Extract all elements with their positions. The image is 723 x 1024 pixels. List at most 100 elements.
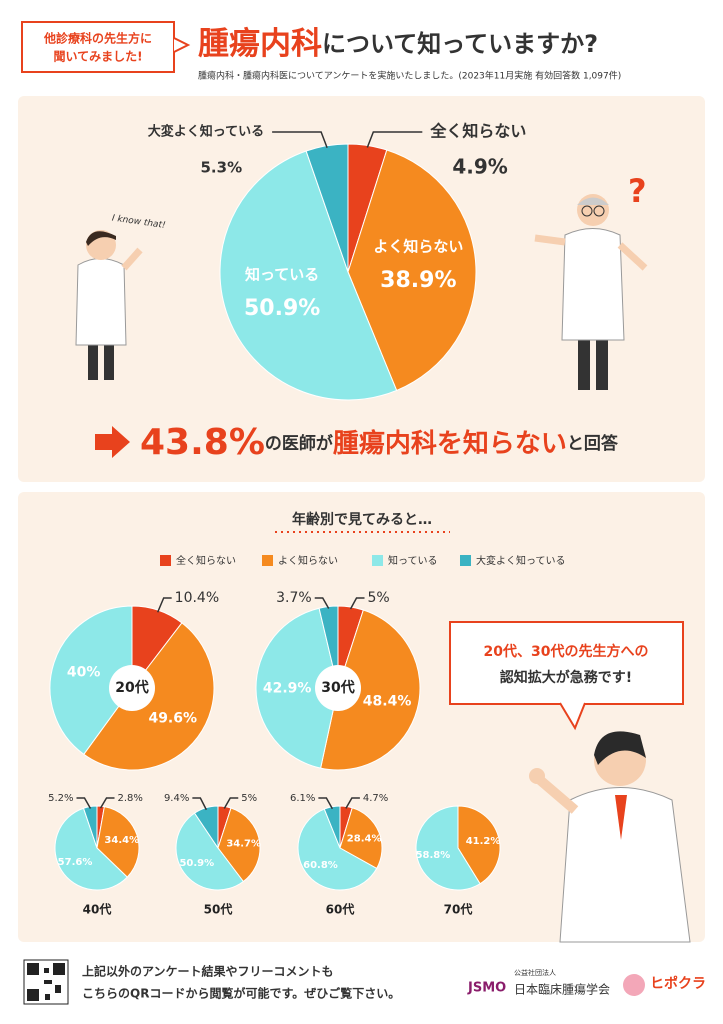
legend-swatch xyxy=(262,555,273,566)
legend-swatch xyxy=(160,555,171,566)
value-label: 41.2% xyxy=(466,836,501,847)
pie-center xyxy=(315,665,361,711)
value-label: 2.8% xyxy=(118,793,143,804)
leader-line xyxy=(76,797,92,809)
title: 腫瘍内科について知っていますか? xyxy=(198,26,598,62)
headline-number: 43.8% xyxy=(140,422,265,463)
leader-line xyxy=(99,797,115,809)
leader-line xyxy=(156,597,172,613)
value-label: 5% xyxy=(241,793,257,804)
pie-slice xyxy=(255,607,339,769)
headline-highlight: 腫瘍内科を知らない xyxy=(333,428,567,459)
logo-text: ヒポクラ xyxy=(650,975,706,992)
value-label: 5.3% xyxy=(201,159,243,177)
footer-text: 上記以外のアンケート結果やフリーコメントも xyxy=(82,964,334,979)
category-label: よく知らない xyxy=(373,238,463,256)
leader-line xyxy=(349,597,365,610)
callout-tail xyxy=(559,702,586,731)
pie-slice xyxy=(415,805,481,891)
doctor-illustration: I know that! xyxy=(75,214,166,380)
leader-line xyxy=(192,797,208,811)
qr-code xyxy=(23,959,69,1005)
badge-text: 聞いてみました! xyxy=(53,50,142,64)
value-label: 5% xyxy=(368,590,390,606)
legend-swatch xyxy=(460,555,471,566)
subtitle: 腫瘍内科・腫瘍内科医についてアンケートを実施いたしました。(2023年11月実施… xyxy=(198,70,621,82)
arrow xyxy=(95,426,130,458)
question-mark: ? xyxy=(628,172,647,210)
value-label: 6.1% xyxy=(290,793,315,804)
value-label: 4.9% xyxy=(452,155,507,179)
leader-line xyxy=(345,797,360,809)
value-label: 42.9% xyxy=(263,680,312,696)
pie-title: 20代 xyxy=(115,679,148,696)
pie-center xyxy=(109,665,155,711)
pie-slice xyxy=(320,609,421,771)
legend-swatch xyxy=(372,555,383,566)
pie-slice xyxy=(175,812,245,891)
value-label: 34.7% xyxy=(226,839,261,850)
value-label: 9.4% xyxy=(164,793,189,804)
legend-label: よく知らない xyxy=(278,554,338,567)
value-label: 28.4% xyxy=(347,833,382,844)
leader-line xyxy=(318,797,334,810)
badge-tail xyxy=(173,37,191,53)
value-label: 60.8% xyxy=(303,860,338,871)
legend-label: 知っている xyxy=(388,554,438,567)
logo-icon xyxy=(623,974,645,996)
doctor-illustration: ? xyxy=(534,172,648,390)
headline-text: と回答 xyxy=(567,433,619,454)
pie-slice xyxy=(217,807,261,883)
value-label: 5.2% xyxy=(48,793,73,804)
value-label: 40% xyxy=(67,664,101,680)
logo-small: 公益社団法人 xyxy=(514,968,556,977)
pie-slice xyxy=(219,150,398,401)
value-label: 48.4% xyxy=(363,693,412,709)
badge-text: 他診療科の先生方に xyxy=(43,31,152,46)
doctor-illustration xyxy=(529,731,691,943)
value-label: 38.9% xyxy=(380,268,456,293)
pie-slice xyxy=(347,149,477,392)
value-label: 50.9% xyxy=(179,858,214,869)
callout-text: 20代、30代の先生方への xyxy=(484,643,649,660)
value-label: 34.4% xyxy=(104,835,139,846)
title-highlight: 腫瘍内科 xyxy=(198,26,322,62)
pie-title: 70代 xyxy=(444,902,473,917)
pie-title: 50代 xyxy=(204,902,233,917)
pie-title: 60代 xyxy=(326,902,355,917)
headline-text: の医師が xyxy=(265,433,333,454)
legend-label: 全く知らない xyxy=(176,554,236,567)
badge xyxy=(21,21,175,73)
category-label: 大変よく知っている xyxy=(148,124,264,140)
category-label: 全く知らない xyxy=(429,122,526,141)
title-rest: について知っていますか? xyxy=(322,30,598,58)
logo-mark: JSMO xyxy=(467,981,506,996)
callout-box xyxy=(449,621,684,705)
value-label: 4.7% xyxy=(363,793,388,804)
pie-slice xyxy=(54,807,128,891)
pie-slice xyxy=(49,605,133,756)
value-label: 50.9% xyxy=(244,296,320,321)
value-label: 10.4% xyxy=(175,590,219,606)
value-label: 49.6% xyxy=(148,710,197,726)
callout-text: 認知拡大が急務です! xyxy=(500,669,632,686)
pie-title: 40代 xyxy=(83,902,112,917)
headline: 43.8%の医師が腫瘍内科を知らないと回答 xyxy=(140,422,619,463)
pie-title: 30代 xyxy=(321,679,354,696)
leader-line xyxy=(314,597,330,609)
value-label: 3.7% xyxy=(276,590,312,606)
footer-text: こちらのQRコードから閲覧が可能です。ぜひご覧下さい。 xyxy=(82,986,400,1001)
section-heading: 年齢別で見てみると… xyxy=(292,511,432,528)
leader-line xyxy=(272,131,328,149)
pie-slice xyxy=(297,808,378,891)
leader-line xyxy=(223,797,239,809)
value-label: 57.6% xyxy=(58,857,93,868)
logo-text: 日本臨床腫瘍学会 xyxy=(514,982,610,997)
category-label: 知っている xyxy=(245,265,319,283)
value-label: 58.8% xyxy=(416,850,451,861)
pie-slice xyxy=(96,806,140,878)
leader-line xyxy=(366,131,423,148)
legend-label: 大変よく知っている xyxy=(476,554,566,567)
